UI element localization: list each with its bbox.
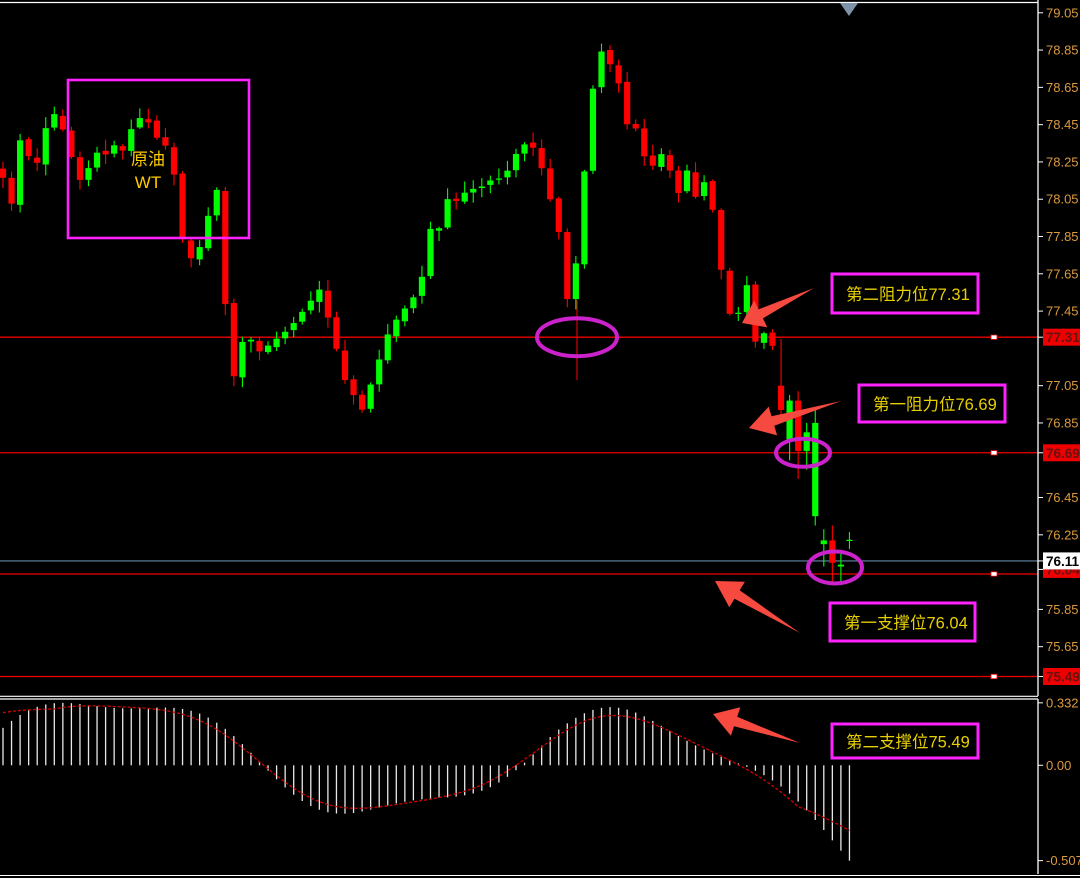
svg-text:第二支撑位75.49: 第二支撑位75.49 (846, 733, 970, 752)
svg-text:78.85: 78.85 (1046, 43, 1079, 58)
svg-text:77.65: 77.65 (1046, 266, 1079, 281)
svg-text:77.45: 77.45 (1046, 304, 1079, 319)
svg-text:0.00: 0.00 (1046, 758, 1071, 773)
svg-text:-0.507: -0.507 (1046, 853, 1080, 868)
svg-text:第一支撑位76.04: 第一支撑位76.04 (844, 614, 968, 633)
svg-text:75.49: 75.49 (1046, 670, 1080, 685)
svg-text:76.25: 76.25 (1046, 527, 1079, 542)
svg-text:76.11: 76.11 (1046, 554, 1080, 569)
svg-text:77.05: 77.05 (1046, 378, 1079, 393)
svg-text:78.25: 78.25 (1046, 154, 1079, 169)
svg-text:78.05: 78.05 (1046, 192, 1079, 207)
svg-text:75.85: 75.85 (1046, 602, 1079, 617)
svg-text:76.85: 76.85 (1046, 415, 1079, 430)
svg-text:78.65: 78.65 (1046, 80, 1079, 95)
svg-text:第二阻力位77.31: 第二阻力位77.31 (846, 285, 970, 304)
svg-text:WT: WT (135, 173, 161, 192)
svg-text:78.45: 78.45 (1046, 117, 1079, 132)
svg-text:79.05: 79.05 (1046, 5, 1079, 20)
svg-text:76.45: 76.45 (1046, 490, 1079, 505)
svg-text:0.332: 0.332 (1046, 695, 1079, 710)
svg-text:76.69: 76.69 (1046, 446, 1080, 461)
svg-text:77.31: 77.31 (1046, 330, 1080, 345)
svg-text:77.85: 77.85 (1046, 229, 1079, 244)
svg-text:第一阻力位76.69: 第一阻力位76.69 (873, 395, 997, 414)
svg-text:原油: 原油 (131, 150, 165, 169)
svg-text:75.65: 75.65 (1046, 639, 1079, 654)
